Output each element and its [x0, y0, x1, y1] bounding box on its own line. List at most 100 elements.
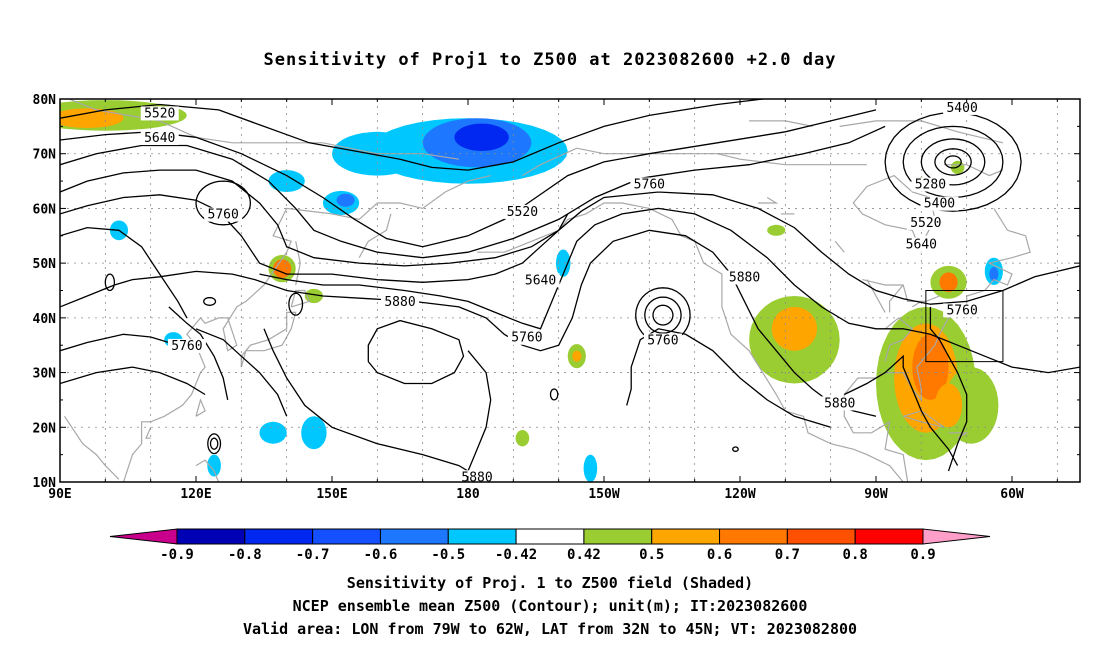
colorbar-label: -0.9 [160, 547, 194, 563]
longitude-labels: 90E 120E 150E 180 150W 120W 90W 60W [48, 487, 1024, 502]
contour-label: 5760 [634, 178, 665, 193]
contour-label-bg [902, 237, 941, 252]
coastline [195, 398, 206, 417]
coastline [834, 240, 845, 253]
contour-label-bg [140, 131, 179, 146]
coastline [64, 415, 120, 480]
contour-label-bg [507, 330, 546, 345]
contour-label: 5520 [910, 216, 941, 231]
z500-contour [467, 350, 492, 472]
figure-title: Sensitivity of Proj1 to Z500 at 20230826… [263, 50, 837, 70]
coastline [195, 459, 220, 482]
contour-labels: 5520 5640 5760 5520 5760 5400 5280 5400 5520 5640… [140, 100, 982, 485]
contour-label-bg [630, 177, 669, 192]
shading-blob [934, 383, 963, 428]
shading-blob [454, 123, 509, 151]
colorbar-label: 0.5 [639, 547, 664, 563]
contour-label: 5280 [915, 178, 946, 193]
valid-area-box [925, 290, 1004, 363]
lon-tick-label: 120E [180, 487, 211, 502]
lat-tick-label: 20N [33, 421, 57, 436]
contour-label-bg [381, 295, 419, 310]
contour-label-bg [503, 204, 542, 219]
z500-closed-contour [934, 148, 972, 176]
z500-contour [626, 328, 831, 428]
colorbar-swatch [719, 528, 788, 545]
shading-blob [304, 288, 323, 304]
colorbar-label: 0.42 [567, 547, 601, 563]
colorbar-label: 0.7 [775, 547, 800, 563]
colorbar-label: -0.6 [364, 547, 398, 563]
contour-label-bg [167, 338, 206, 353]
colorbar-label: 0.8 [843, 547, 868, 563]
lat-tick-label: 40N [33, 312, 57, 327]
colorbar-swatch [583, 528, 653, 545]
shading-blob [583, 454, 598, 482]
colorbar-label: -0.5 [431, 547, 465, 563]
z500-closed-contour [288, 292, 304, 316]
colorbar-swatch [515, 528, 585, 545]
contour-label: 5760 [171, 339, 202, 354]
lon-tick-label: 90W [864, 487, 888, 502]
z500-contour [195, 328, 288, 417]
contour-label-bg [643, 333, 682, 348]
contour-label: 5880 [384, 295, 415, 310]
shading-blob [572, 350, 582, 362]
lat-tick-label: 50N [33, 257, 57, 272]
z500-contour [929, 306, 968, 472]
contour-label-bg [906, 215, 945, 230]
coastline [944, 164, 1004, 177]
lat-tick-label: 10N [33, 476, 57, 491]
contour-label-bg [943, 303, 982, 318]
colorbar-swatch [786, 528, 856, 545]
shading-blob [301, 416, 327, 450]
lon-tick-label: 120W [724, 487, 755, 502]
colorbar-label: 0.6 [707, 547, 732, 563]
shading-blob [60, 108, 124, 128]
z500-closed-contour [652, 304, 674, 326]
coastline [889, 284, 904, 313]
z500-contour [263, 328, 478, 478]
shading-blob [273, 259, 292, 278]
contour-label: 5640 [144, 131, 175, 146]
z500-contour [60, 333, 179, 352]
z500-contour [60, 109, 877, 248]
lat-tick-label: 60N [33, 202, 57, 217]
contour-label: 5880 [824, 396, 855, 411]
coastline [862, 279, 940, 302]
colorbar-label: -0.7 [296, 547, 330, 563]
contour-label: 5400 [924, 197, 955, 212]
axis-ticks [59, 99, 1080, 482]
z500-contour [259, 207, 1080, 374]
z500-contours [60, 99, 1080, 478]
shading-blob [336, 193, 355, 207]
caption-valid-area: Valid area: LON from 79W to 62W, LAT fro… [242, 620, 858, 638]
shading-blob [767, 224, 786, 236]
contour-label-bg [920, 196, 959, 211]
z500-contour [60, 125, 886, 259]
coastline [358, 213, 392, 258]
contour-label: 5760 [208, 208, 239, 223]
contour-label: 5520 [144, 106, 175, 121]
contour-label: 5760 [647, 333, 678, 348]
shading-blob [555, 249, 571, 277]
colorbar-label: -0.42 [495, 547, 537, 563]
z500-closed-contour [884, 112, 1022, 212]
colorbar-swatch [244, 528, 314, 545]
contour-label: 5640 [525, 273, 556, 288]
colorbar-label: -0.8 [228, 547, 262, 563]
coastline [290, 289, 311, 308]
coastline [749, 120, 813, 127]
contour-label-bg [725, 270, 764, 285]
coastline [477, 240, 532, 253]
coastline [884, 317, 914, 362]
shading-blob [944, 367, 999, 444]
lon-tick-label: 60W [1000, 487, 1024, 502]
lon-tick-label: 150E [316, 487, 347, 502]
coastline [522, 147, 740, 177]
caption-shaded: Sensitivity of Proj. 1 to Z500 field (Sh… [346, 574, 754, 592]
caption-contour: NCEP ensemble mean Z500 (Contour); unit(… [292, 597, 808, 615]
contour-label: 5880 [729, 271, 760, 286]
z500-contour [60, 226, 188, 319]
lat-tick-label: 80N [33, 93, 57, 108]
